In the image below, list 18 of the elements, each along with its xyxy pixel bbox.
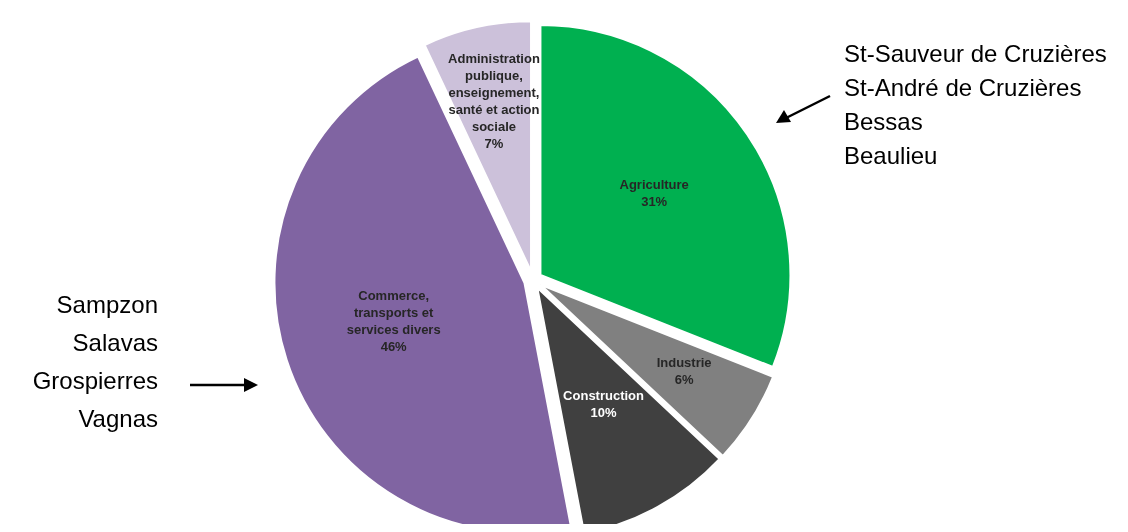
text: Salavas: [72, 329, 158, 356]
text: Bessas: [844, 108, 923, 135]
text: Sampzon: [56, 291, 158, 318]
data-label: 46%: [380, 338, 408, 354]
data-label: 10%: [590, 404, 618, 420]
text: Beaulieu: [844, 142, 938, 169]
text: St-André de Cruzières: [844, 74, 1082, 101]
text: Grospierres: [32, 367, 158, 394]
text: Vagnas: [78, 405, 158, 432]
slice-label: Administration publique, enseignement, santé et action sociale: [448, 50, 540, 134]
slice-label: Agriculture: [619, 177, 689, 193]
slice-label: Commerce, transports et services divers: [346, 287, 441, 337]
slice-label: Industrie: [656, 355, 712, 371]
slice-label: Construction: [563, 387, 645, 403]
data-label: 7%: [484, 135, 504, 151]
data-label: 31%: [641, 194, 668, 210]
data-label: 6%: [674, 372, 694, 388]
text: St-Sauveur de Cruzières: [844, 40, 1107, 67]
